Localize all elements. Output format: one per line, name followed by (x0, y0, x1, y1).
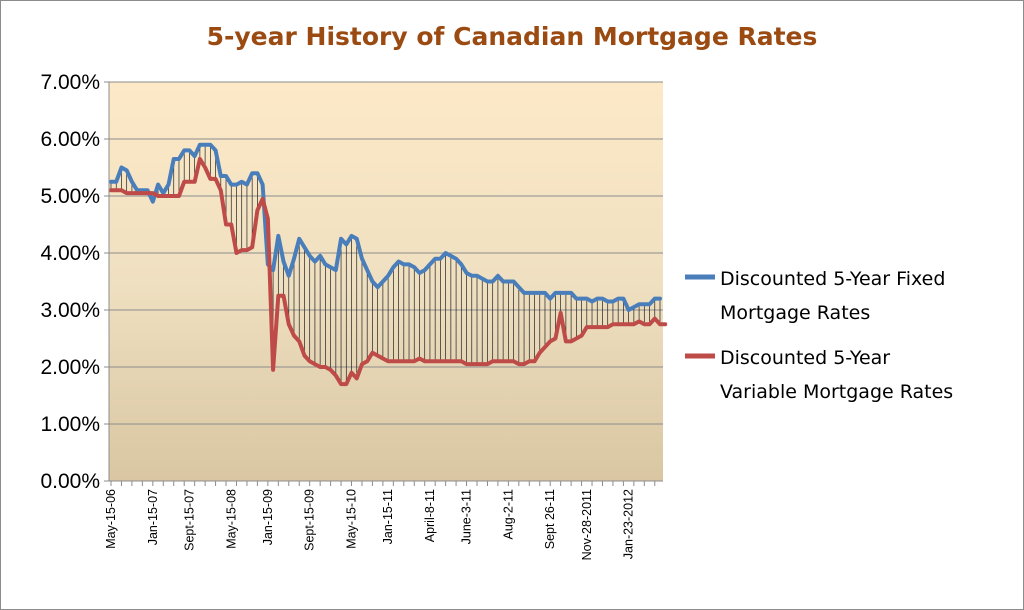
series-lines (109, 142, 668, 387)
x-tick-label: April-8-11 (423, 489, 437, 542)
legend-label-variable-line2: Variable Mortgage Rates (720, 381, 953, 403)
y-tick-label: 7.00% (40, 71, 100, 94)
x-tick-label: Sept-15-07 (182, 489, 196, 551)
x-tick-label: Sept 26-11 (543, 489, 557, 549)
x-tick-label: Jan-15-09 (261, 489, 275, 545)
legend-label-fixed: Discounted 5-Year Fixed Mortgage Rates (720, 268, 951, 324)
legend: Discounted 5-Year Fixed Mortgage Rates D… (685, 268, 953, 403)
x-tick-label: Jan-15-11 (381, 489, 395, 544)
x-tick-label: June-3-11 (460, 489, 474, 544)
legend-label-variable: Discounted 5-Year Variable Mortgage Rate… (720, 347, 953, 403)
x-tick-label: Sept-15-09 (303, 489, 317, 551)
x-tick-label: Aug-2-11 (501, 489, 515, 540)
series-line-fixed (109, 142, 662, 312)
legend-label-fixed-line1: Discounted 5-Year Fixed (720, 268, 945, 290)
x-tick-label: Nov-28-2011 (580, 489, 594, 560)
series-line-variable (109, 156, 668, 387)
y-tick-label: 5.00% (40, 185, 100, 208)
chart-title: 5-year History of Canadian Mortgage Rate… (207, 22, 818, 51)
x-tick-label: May-15-10 (345, 489, 359, 549)
legend-label-fixed-line2: Mortgage Rates (720, 302, 870, 324)
grid-lines (109, 81, 663, 425)
x-tick-label: May-15-06 (104, 489, 118, 549)
plot-area (109, 82, 663, 481)
x-axis-ticks: May-15-06 Jan-15-07 Sept-15-07 May-15-08 Jan… (104, 481, 656, 560)
y-tick-label: 0.00% (40, 470, 100, 493)
y-tick-label: 3.00% (40, 299, 100, 322)
y-axis-ticks: 0.00% 1.00% 2.00% 3.00% 4.00% 5.00% 6.00% 7.00% (40, 71, 109, 493)
x-tick-label: Jan-15-07 (146, 489, 160, 545)
y-tick-label: 1.00% (40, 413, 100, 436)
x-tick-label: Jan-23-2012 (622, 489, 636, 559)
y-tick-label: 2.00% (40, 356, 100, 379)
y-tick-label: 6.00% (40, 128, 100, 151)
x-tick-label: May-15-08 (224, 489, 238, 549)
y-tick-label: 4.00% (40, 242, 100, 265)
legend-label-variable-line1: Discounted 5-Year (720, 347, 890, 369)
